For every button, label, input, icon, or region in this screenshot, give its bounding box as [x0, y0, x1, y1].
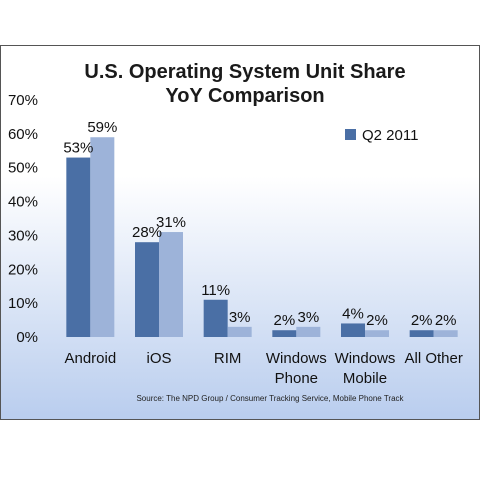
bar-series-2	[433, 330, 458, 337]
y-tick-label: 20%	[8, 261, 38, 278]
chart-title-line-2: YoY Comparison	[165, 85, 324, 107]
bar-series-2	[159, 232, 183, 337]
bar-series-1	[135, 242, 159, 337]
data-label: 4%	[342, 305, 364, 322]
data-label: 3%	[229, 309, 251, 326]
data-label: 2%	[411, 312, 433, 329]
x-tick-label: All Other	[404, 350, 462, 367]
chart-title-line-1: U.S. Operating System Unit Share	[84, 61, 405, 83]
bar-series-1	[272, 330, 297, 337]
data-label: 31%	[156, 214, 186, 231]
data-label: 53%	[63, 140, 93, 157]
bars	[66, 137, 458, 337]
data-label: 2%	[366, 312, 388, 329]
bar-series-1	[409, 330, 434, 337]
source-note: Source: The NPD Group / Consumer Trackin…	[136, 394, 404, 403]
bar-series-1	[203, 299, 228, 337]
bar-series-2	[227, 326, 252, 337]
y-tick-label: 70%	[8, 92, 38, 109]
data-label: 59%	[87, 119, 117, 136]
x-tick-label: Mobile	[343, 370, 387, 387]
y-tick-label: 0%	[16, 329, 38, 346]
bar-series-1	[66, 157, 91, 337]
data-label: 2%	[435, 312, 457, 329]
x-axis: Android iOS RIM Windows Phone Windows Mobile Al…	[64, 350, 462, 387]
x-tick-label: Android	[64, 350, 116, 367]
x-tick-label: iOS	[146, 350, 171, 367]
y-tick-label: 40%	[8, 194, 38, 211]
y-tick-label: 30%	[8, 227, 38, 244]
x-tick-label: Windows	[266, 350, 327, 367]
bar-series-1	[341, 323, 365, 337]
bar-series-2	[90, 137, 115, 337]
data-label: 28%	[132, 224, 162, 241]
data-label: 11%	[201, 282, 230, 299]
y-tick-label: 60%	[8, 126, 38, 143]
x-tick-label: RIM	[214, 350, 242, 367]
x-tick-label: Phone	[275, 370, 318, 387]
y-tick-label: 50%	[8, 160, 38, 177]
x-tick-label: Windows	[335, 350, 396, 367]
legend: Q2 2011	[345, 127, 418, 144]
y-tick-label: 10%	[8, 295, 38, 312]
chart-title: U.S. Operating System Unit Share YoY Com…	[84, 61, 405, 107]
data-label: 2%	[273, 312, 295, 329]
data-labels: 53%59%28%31%11%3% 2% 3% 4% 2% 2% 2%	[63, 119, 456, 329]
bar-series-2	[296, 326, 321, 337]
legend-label: Q2 2011	[362, 127, 418, 144]
y-axis: 0% 10% 20% 30% 40% 50% 60% 70%	[8, 92, 38, 346]
bar-series-2	[365, 330, 389, 337]
data-label: 3%	[297, 309, 319, 326]
chart: U.S. Operating System Unit Share YoY Com…	[0, 45, 480, 420]
legend-swatch	[345, 129, 356, 140]
